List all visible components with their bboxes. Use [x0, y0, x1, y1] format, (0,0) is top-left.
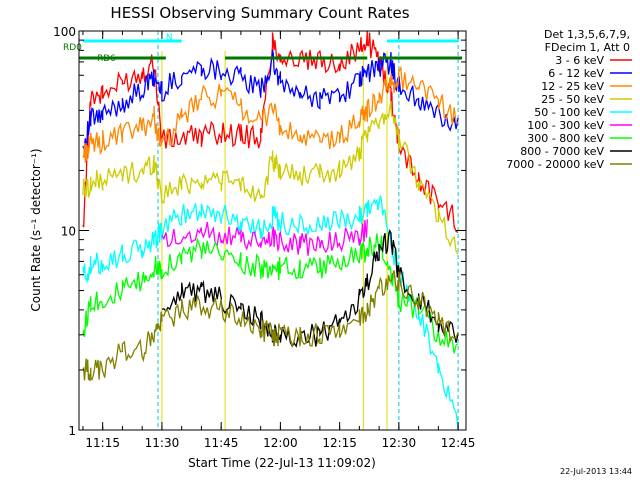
series-4	[82, 195, 459, 431]
legend-header-0: Det 1,3,5,6,7,9,	[544, 28, 630, 41]
y-tick-label-1: 10	[61, 225, 76, 239]
legend-label-8: 7000 - 20000 keV	[506, 158, 604, 171]
legend: Det 1,3,5,6,7,9,FDecim 1, Att 03 - 6 keV…	[506, 28, 632, 171]
series-line-3-0	[82, 100, 459, 255]
x-tick-label-1: 11:30	[145, 436, 180, 450]
legend-header-1: FDecim 1, Att 0	[545, 41, 630, 54]
series-6	[82, 233, 459, 354]
legend-label-7: 800 - 7000 keV	[520, 145, 604, 158]
plot-area: RD0 RD6 N	[63, 30, 463, 431]
legend-label-5: 100 - 300 keV	[527, 119, 604, 132]
y-axis: 1 10 100	[53, 25, 466, 438]
series-0	[82, 30, 459, 234]
rd0-label: RD0	[63, 43, 82, 53]
x-axis-label: Start Time (22-Jul-13 11:09:02)	[188, 456, 376, 470]
x-tick-label-2: 11:45	[204, 436, 239, 450]
series-2	[82, 65, 459, 163]
y-axis-label: Count Rate (s⁻¹ detector⁻¹)	[29, 148, 43, 311]
x-tick-label-6: 12:45	[441, 436, 476, 450]
legend-label-4: 50 - 100 keV	[534, 106, 604, 119]
n-marker-label: N	[166, 33, 173, 43]
legend-label-2: 12 - 25 keV	[541, 80, 604, 93]
x-tick-label-5: 12:30	[382, 436, 417, 450]
series-line-6-0	[82, 233, 459, 354]
legend-label-3: 25 - 50 keV	[541, 93, 604, 106]
legend-label-0: 3 - 6 keV	[555, 54, 604, 67]
x-tick-label-0: 11:15	[85, 436, 120, 450]
series-line-5-0	[161, 219, 368, 256]
date-stamp: 22-Jul-2013 13:44	[560, 467, 632, 476]
y-tick-label-2: 100	[53, 25, 76, 39]
x-tick-label-4: 12:15	[322, 436, 357, 450]
rd6-label: RD6	[97, 54, 116, 64]
x-axis: 11:15 11:30 11:45 12:00 12:15 12:30 12:45	[82, 31, 476, 450]
series-line-4-0	[82, 195, 459, 431]
x-tick-label-3: 12:00	[263, 436, 298, 450]
series-line-8-0	[82, 270, 459, 382]
legend-label-1: 6 - 12 keV	[548, 67, 604, 80]
series-line-0-0	[82, 30, 459, 234]
series-5	[161, 219, 368, 256]
y-tick-label-0: 1	[68, 424, 76, 438]
chart-title: HESSI Observing Summary Count Rates	[110, 4, 409, 22]
series-1	[82, 49, 459, 150]
series-8	[82, 270, 459, 382]
series-3	[82, 100, 459, 255]
legend-label-6: 300 - 800 keV	[527, 132, 604, 145]
series-line-1-0	[82, 49, 459, 150]
series-line-2-0	[82, 65, 459, 163]
